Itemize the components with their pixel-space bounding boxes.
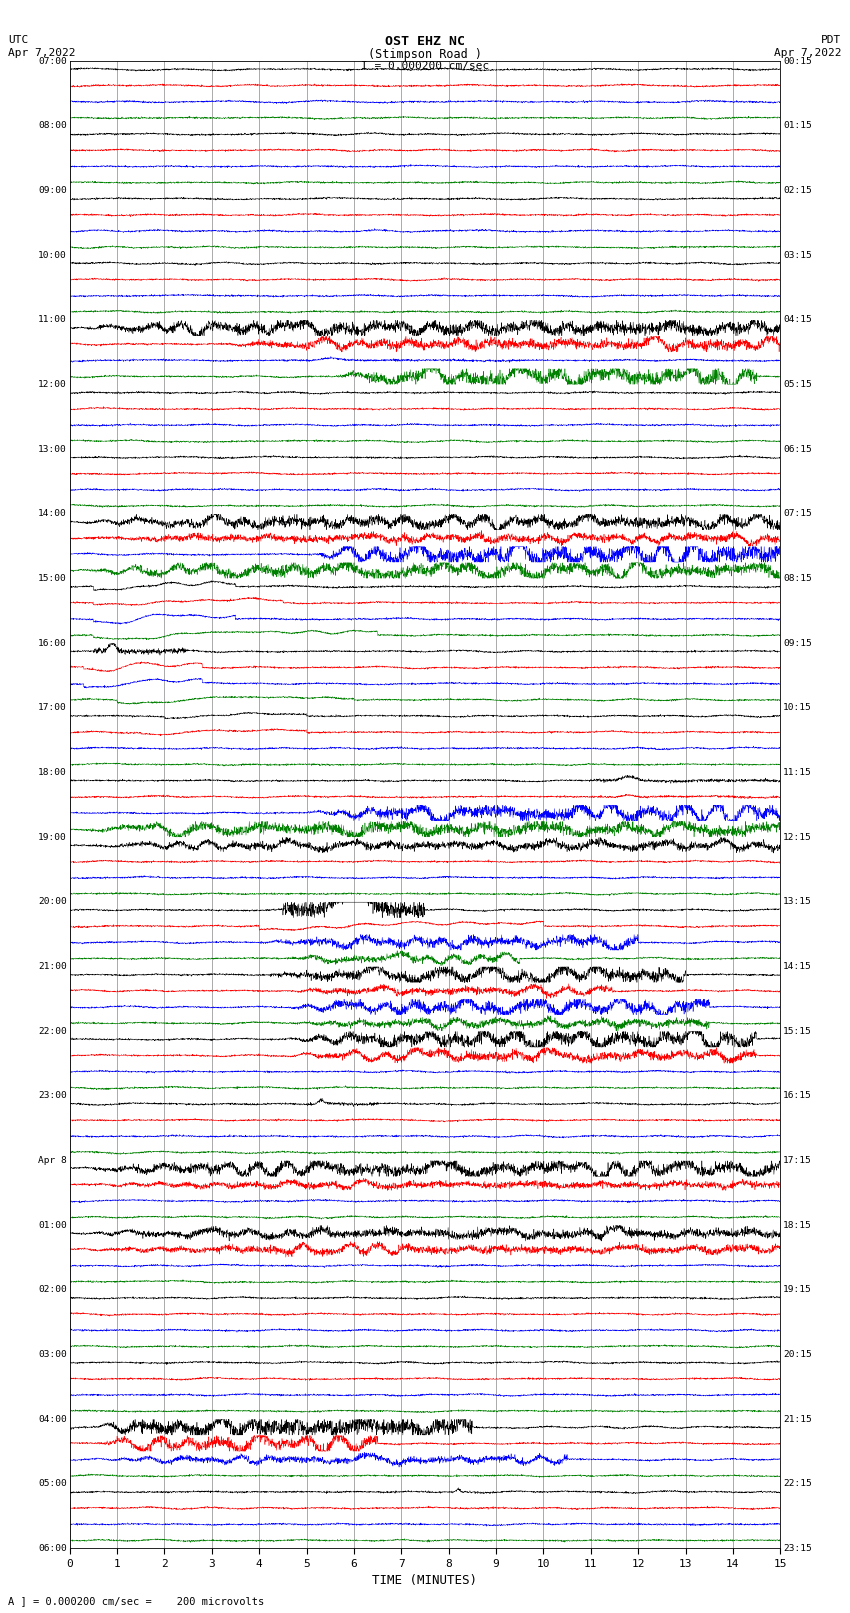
Text: 09:00: 09:00 <box>38 185 67 195</box>
Text: 14:15: 14:15 <box>783 961 812 971</box>
Text: 01:15: 01:15 <box>783 121 812 131</box>
Text: 13:15: 13:15 <box>783 897 812 907</box>
Text: 03:00: 03:00 <box>38 1350 67 1360</box>
Text: 06:00: 06:00 <box>38 1544 67 1553</box>
Text: 23:00: 23:00 <box>38 1092 67 1100</box>
Text: 20:00: 20:00 <box>38 897 67 907</box>
Text: (Stimpson Road ): (Stimpson Road ) <box>368 48 482 61</box>
Text: 22:15: 22:15 <box>783 1479 812 1489</box>
Text: 12:00: 12:00 <box>38 381 67 389</box>
Text: 20:15: 20:15 <box>783 1350 812 1360</box>
Text: 05:00: 05:00 <box>38 1479 67 1489</box>
Text: PDT: PDT <box>821 35 842 45</box>
Text: 18:00: 18:00 <box>38 768 67 777</box>
Text: A ] = 0.000200 cm/sec =    200 microvolts: A ] = 0.000200 cm/sec = 200 microvolts <box>8 1597 264 1607</box>
X-axis label: TIME (MINUTES): TIME (MINUTES) <box>372 1574 478 1587</box>
Text: 04:15: 04:15 <box>783 316 812 324</box>
Text: 02:15: 02:15 <box>783 185 812 195</box>
Text: Apr 7,2022: Apr 7,2022 <box>774 48 842 58</box>
Text: 19:00: 19:00 <box>38 832 67 842</box>
Text: Apr 8: Apr 8 <box>38 1157 67 1165</box>
Text: 13:00: 13:00 <box>38 445 67 453</box>
Text: 18:15: 18:15 <box>783 1221 812 1229</box>
Text: 11:15: 11:15 <box>783 768 812 777</box>
Text: 21:00: 21:00 <box>38 961 67 971</box>
Text: 19:15: 19:15 <box>783 1286 812 1294</box>
Text: UTC: UTC <box>8 35 29 45</box>
Text: 06:15: 06:15 <box>783 445 812 453</box>
Text: 22:00: 22:00 <box>38 1027 67 1036</box>
Text: 15:15: 15:15 <box>783 1027 812 1036</box>
Text: 02:00: 02:00 <box>38 1286 67 1294</box>
Text: 16:00: 16:00 <box>38 639 67 648</box>
Text: 00:15: 00:15 <box>783 56 812 66</box>
Text: 10:00: 10:00 <box>38 250 67 260</box>
Text: 03:15: 03:15 <box>783 250 812 260</box>
Text: 15:00: 15:00 <box>38 574 67 582</box>
Text: 08:15: 08:15 <box>783 574 812 582</box>
Text: 14:00: 14:00 <box>38 510 67 518</box>
Text: 07:00: 07:00 <box>38 56 67 66</box>
Text: 07:15: 07:15 <box>783 510 812 518</box>
Text: 16:15: 16:15 <box>783 1092 812 1100</box>
Text: 17:00: 17:00 <box>38 703 67 713</box>
Text: 10:15: 10:15 <box>783 703 812 713</box>
Text: 23:15: 23:15 <box>783 1544 812 1553</box>
Text: 11:00: 11:00 <box>38 316 67 324</box>
Text: 09:15: 09:15 <box>783 639 812 648</box>
Text: 21:15: 21:15 <box>783 1415 812 1424</box>
Text: OST EHZ NC: OST EHZ NC <box>385 35 465 48</box>
Text: 08:00: 08:00 <box>38 121 67 131</box>
Text: 01:00: 01:00 <box>38 1221 67 1229</box>
Text: 12:15: 12:15 <box>783 832 812 842</box>
Text: I = 0.000200 cm/sec: I = 0.000200 cm/sec <box>361 61 489 71</box>
Text: 04:00: 04:00 <box>38 1415 67 1424</box>
Text: Apr 7,2022: Apr 7,2022 <box>8 48 76 58</box>
Text: 17:15: 17:15 <box>783 1157 812 1165</box>
Text: 05:15: 05:15 <box>783 381 812 389</box>
